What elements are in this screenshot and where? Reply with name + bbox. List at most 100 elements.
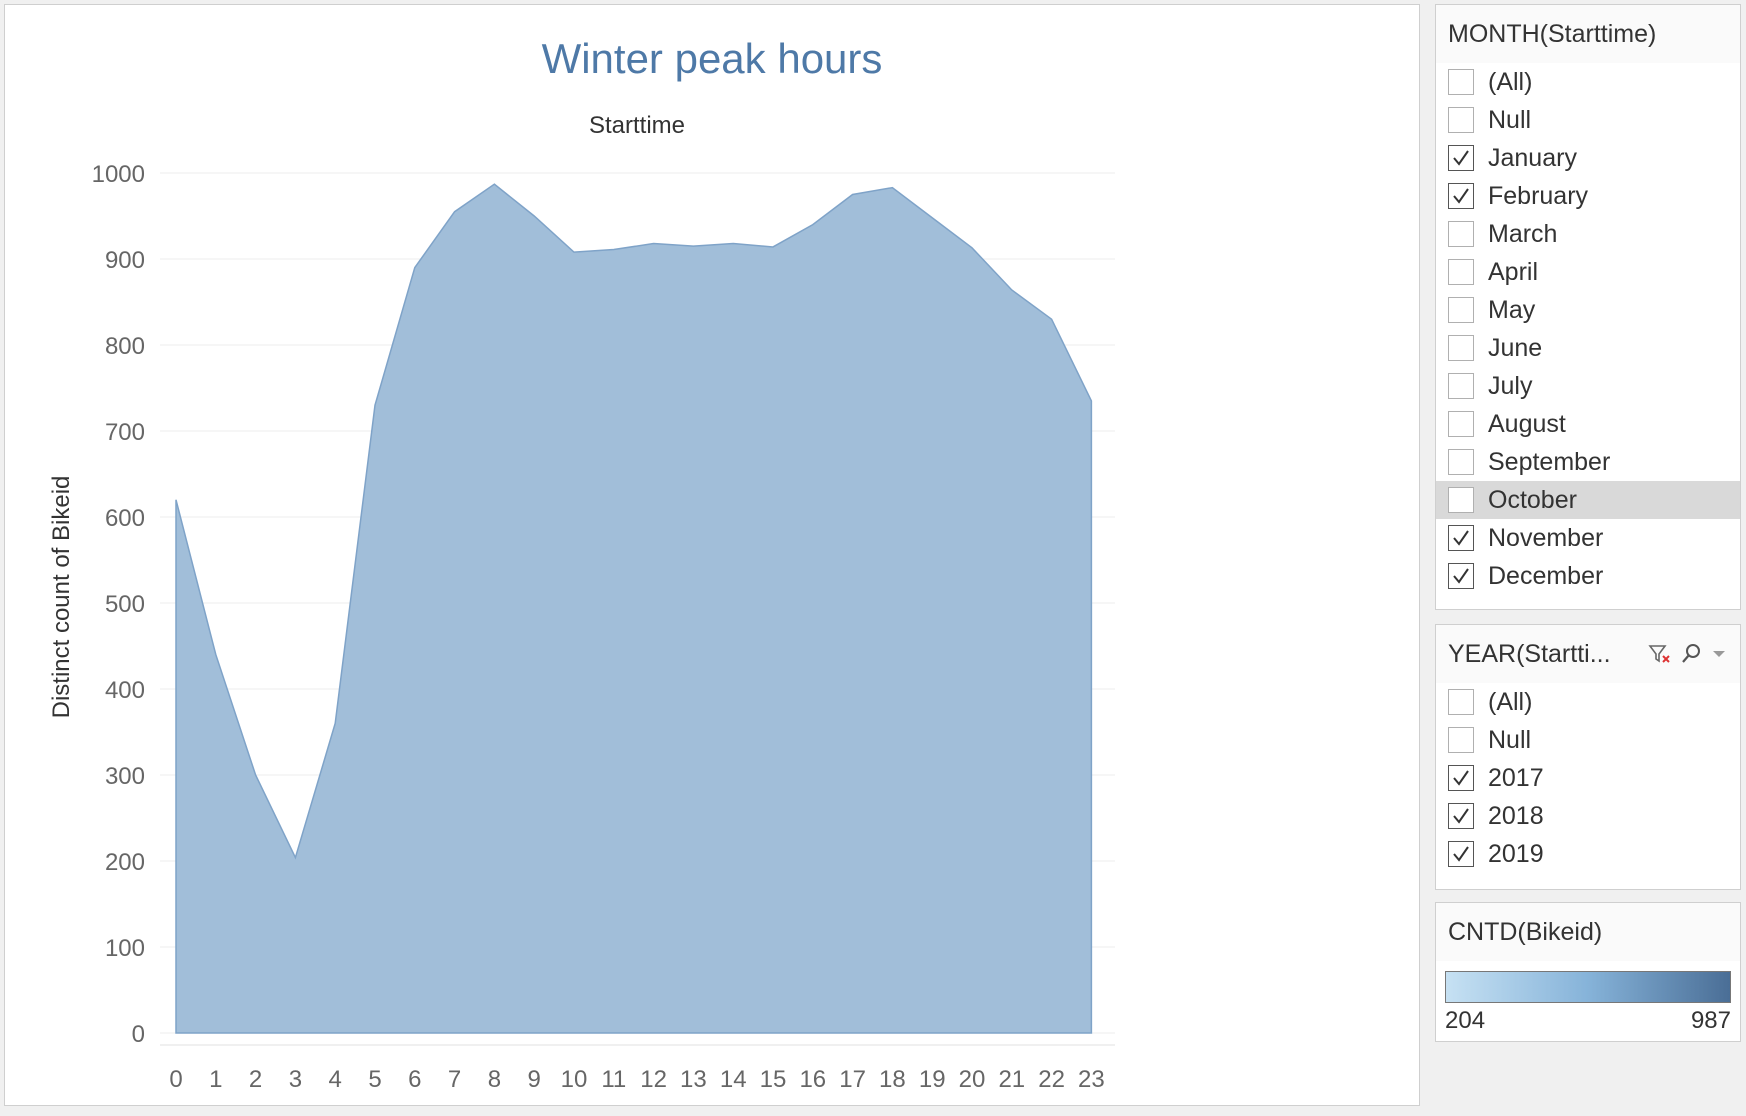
data-point[interactable] — [651, 241, 657, 247]
year-option[interactable]: 2018 — [1436, 797, 1740, 835]
month-option[interactable]: July — [1436, 367, 1740, 405]
checkbox-checked-icon[interactable] — [1448, 765, 1474, 791]
checkbox-unchecked-icon[interactable] — [1448, 449, 1474, 475]
data-point[interactable] — [1009, 287, 1015, 293]
month-option[interactable]: March — [1436, 215, 1740, 253]
data-point[interactable] — [889, 185, 895, 191]
month-option[interactable]: September — [1436, 443, 1740, 481]
month-filter-card: MONTH(Starttime) (All) Null January Februar… — [1435, 4, 1741, 610]
x-tick-label: 13 — [680, 1066, 707, 1093]
data-point[interactable] — [810, 222, 816, 228]
checkbox-unchecked-icon[interactable] — [1448, 221, 1474, 247]
x-tick-label: 1 — [209, 1066, 222, 1093]
x-tick-label: 6 — [408, 1066, 421, 1093]
data-point[interactable] — [332, 720, 338, 726]
data-point[interactable] — [253, 772, 259, 778]
checkbox-unchecked-icon[interactable] — [1448, 373, 1474, 399]
year-option[interactable]: Null — [1436, 721, 1740, 759]
color-legend-header: CNTD(Bikeid) — [1436, 903, 1740, 961]
color-legend-card: CNTD(Bikeid) 204 987 — [1435, 902, 1741, 1042]
x-tick-label: 11 — [601, 1066, 626, 1093]
month-option[interactable]: February — [1436, 177, 1740, 215]
data-point[interactable] — [850, 192, 856, 198]
data-point[interactable] — [491, 181, 497, 187]
data-point[interactable] — [611, 247, 617, 253]
checkbox-unchecked-icon[interactable] — [1448, 411, 1474, 437]
data-point[interactable] — [372, 402, 378, 408]
y-tick-label: 0 — [132, 1021, 145, 1048]
checkbox-unchecked-icon[interactable] — [1448, 107, 1474, 133]
month-option[interactable]: October — [1436, 481, 1740, 519]
data-point[interactable] — [531, 213, 537, 219]
data-point[interactable] — [770, 244, 776, 250]
month-option-label: September — [1488, 447, 1611, 476]
x-tick-label: 18 — [879, 1066, 906, 1093]
viz-title: Winter peak hours — [541, 35, 883, 82]
month-option[interactable]: August — [1436, 405, 1740, 443]
month-option-label: Null — [1488, 105, 1532, 134]
data-point[interactable] — [929, 215, 935, 221]
x-tick-label: 8 — [488, 1066, 501, 1093]
checkbox-unchecked-icon[interactable] — [1448, 259, 1474, 285]
month-option-label: March — [1488, 219, 1558, 248]
month-option[interactable]: June — [1436, 329, 1740, 367]
checkbox-unchecked-icon[interactable] — [1448, 335, 1474, 361]
checkbox-checked-icon[interactable] — [1448, 145, 1474, 171]
month-option[interactable]: November — [1436, 519, 1740, 557]
month-option-label: November — [1488, 523, 1604, 552]
month-option[interactable]: (All) — [1436, 63, 1740, 101]
color-legend-title: CNTD(Bikeid) — [1448, 917, 1603, 946]
year-filter-card: YEAR(Startti... (All) Null 2017 2018 2019 — [1435, 624, 1741, 890]
series-area[interactable] — [175, 183, 1093, 1034]
year-option[interactable]: 2017 — [1436, 759, 1740, 797]
search-icon[interactable] — [1680, 643, 1702, 665]
y-tick-label: 700 — [105, 419, 145, 446]
data-point[interactable] — [292, 855, 298, 861]
data-point[interactable] — [571, 249, 577, 255]
month-option-label: April — [1488, 257, 1539, 286]
x-tick-label: 20 — [959, 1066, 986, 1093]
month-option-label: (All) — [1488, 67, 1533, 96]
month-option-label: January — [1488, 143, 1577, 172]
data-point[interactable] — [969, 245, 975, 251]
month-option-label: December — [1488, 561, 1604, 590]
checkbox-checked-icon[interactable] — [1448, 803, 1474, 829]
y-tick-label: 300 — [105, 763, 145, 790]
month-option[interactable]: January — [1436, 139, 1740, 177]
data-point[interactable] — [1088, 398, 1094, 404]
month-option[interactable]: May — [1436, 291, 1740, 329]
year-option-label: (All) — [1488, 687, 1533, 716]
checkbox-checked-icon[interactable] — [1448, 563, 1474, 589]
checkbox-unchecked-icon[interactable] — [1448, 727, 1474, 753]
year-option[interactable]: (All) — [1436, 683, 1740, 721]
y-tick-label: 100 — [105, 935, 145, 962]
data-point[interactable] — [690, 243, 696, 249]
month-filter-header: MONTH(Starttime) — [1436, 5, 1740, 63]
checkbox-unchecked-icon[interactable] — [1448, 689, 1474, 715]
clear-filter-icon[interactable] — [1648, 643, 1672, 665]
year-filter-header: YEAR(Startti... — [1436, 625, 1740, 683]
year-option[interactable]: 2019 — [1436, 835, 1740, 873]
month-option[interactable]: December — [1436, 557, 1740, 595]
month-option[interactable]: April — [1436, 253, 1740, 291]
checkbox-checked-icon[interactable] — [1448, 841, 1474, 867]
dropdown-arrow-icon[interactable] — [1710, 645, 1728, 663]
data-point[interactable] — [213, 652, 219, 658]
checkbox-unchecked-icon[interactable] — [1448, 69, 1474, 95]
checkbox-unchecked-icon[interactable] — [1448, 487, 1474, 513]
checkbox-checked-icon[interactable] — [1448, 525, 1474, 551]
month-option[interactable]: Null — [1436, 101, 1740, 139]
y-axis-title: Distinct count of Bikeid — [48, 476, 75, 719]
data-point[interactable] — [452, 209, 458, 215]
checkbox-unchecked-icon[interactable] — [1448, 297, 1474, 323]
checkbox-checked-icon[interactable] — [1448, 183, 1474, 209]
x-tick-label: 23 — [1078, 1066, 1105, 1093]
data-point[interactable] — [412, 265, 418, 271]
y-tick-label: 900 — [105, 247, 145, 274]
data-point[interactable] — [173, 497, 179, 503]
x-tick-label: 19 — [919, 1066, 946, 1093]
data-point[interactable] — [730, 241, 736, 247]
x-tick-label: 10 — [561, 1066, 588, 1093]
data-point[interactable] — [1049, 316, 1055, 322]
